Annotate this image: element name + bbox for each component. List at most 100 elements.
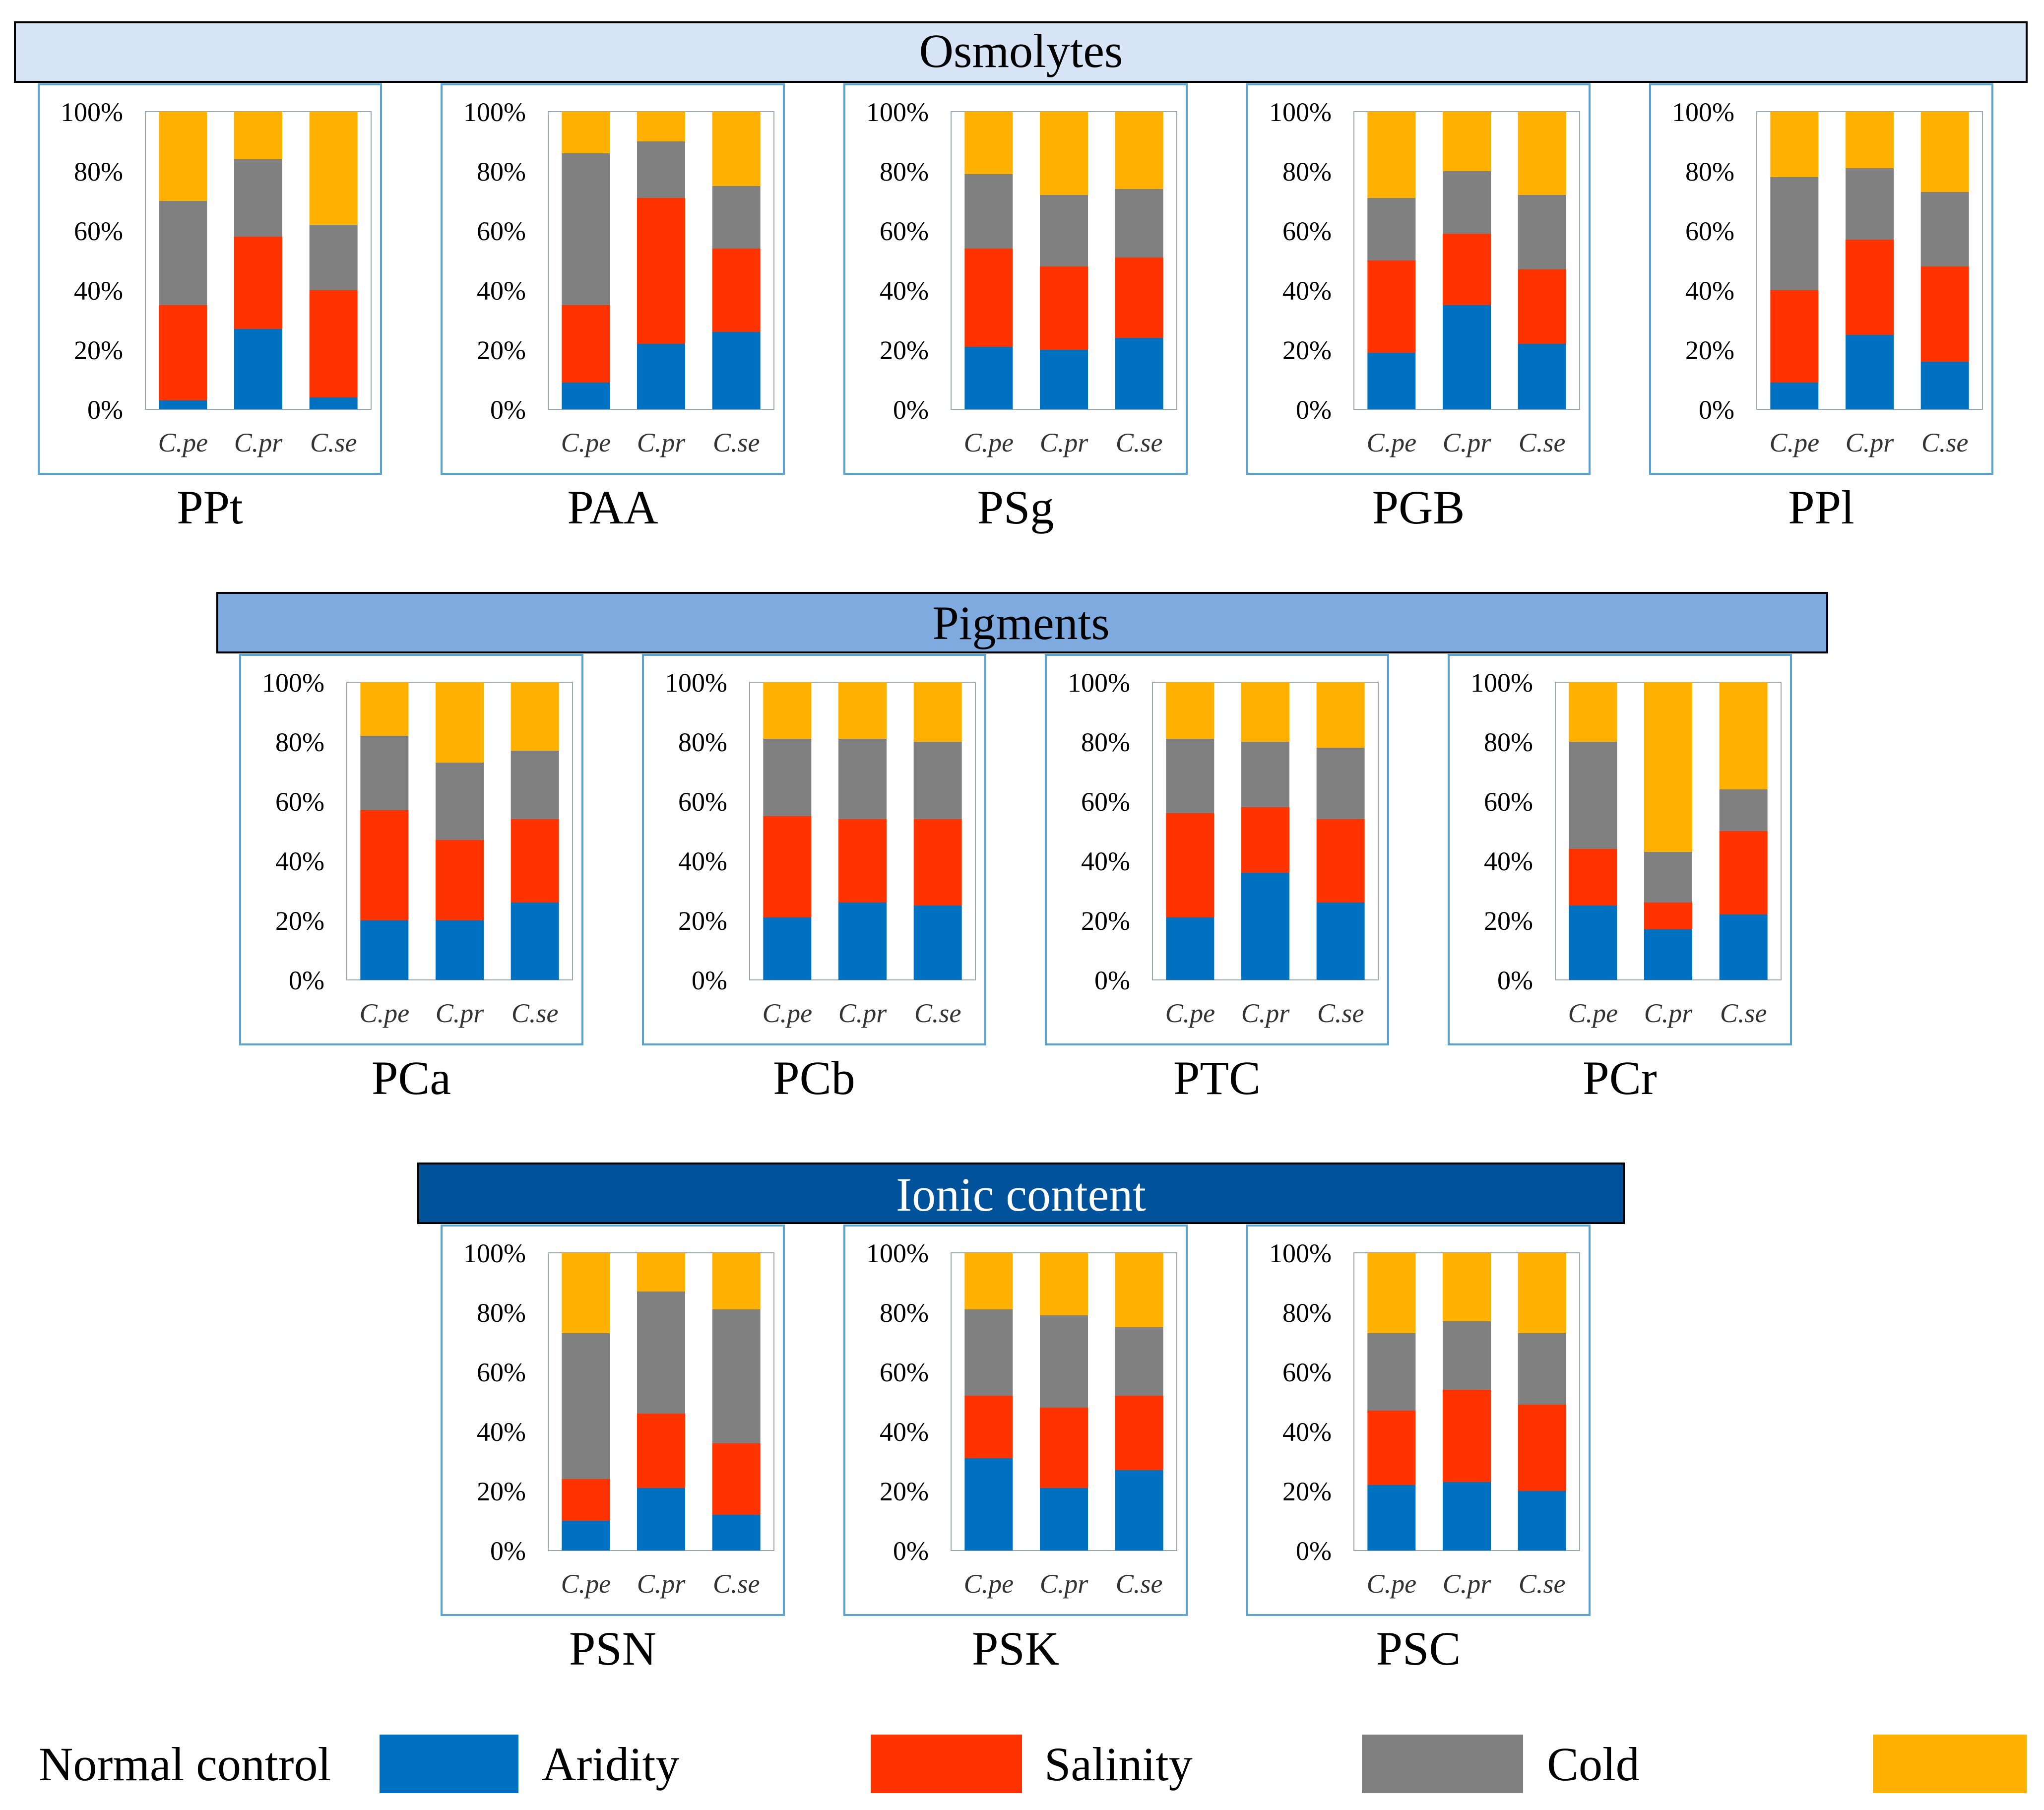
section-header-pigments: Pigments [216, 592, 1828, 653]
bar-psk-c-pe-normal-control [964, 1253, 1013, 1309]
chart-panel-psn [441, 1225, 785, 1616]
bar-pcr-c-pr-cold [1644, 852, 1692, 903]
bar-pca-c-se-normal-control [511, 682, 559, 751]
ytick-label-pcr-3: 60% [1484, 787, 1533, 817]
bar-psn-c-pe-salinity [562, 1479, 610, 1521]
xtick-label-psn-c-pe: C.pe [561, 1569, 611, 1599]
ytick-label-pgb-3: 60% [1282, 216, 1332, 246]
ytick-label-psg-2: 40% [880, 276, 929, 306]
bar-psk-c-se-cold [1115, 1327, 1163, 1396]
section-title-ionic: Ionic content [896, 1168, 1146, 1221]
xtick-label-paa-c-se: C.se [713, 428, 760, 457]
bar-pcr-c-pe-salinity [1569, 849, 1617, 905]
ytick-label-pgb-2: 40% [1282, 276, 1332, 306]
bar-pca-c-pe-aridity [360, 920, 409, 980]
ytick-label-pca-1: 20% [275, 906, 324, 936]
ytick-label-psk-5: 100% [866, 1238, 929, 1268]
bar-ppl-c-pr-normal-control [1846, 112, 1894, 168]
xtick-label-psg-c-pr: C.pr [1040, 428, 1089, 457]
legend-swatch-cold [1362, 1735, 1523, 1793]
ytick-label-pcb-2: 40% [678, 846, 727, 876]
bar-psc-c-pr-aridity [1443, 1482, 1491, 1551]
bar-pcb-c-se-normal-control [913, 682, 962, 742]
xtick-label-pca-c-pe: C.pe [360, 998, 410, 1028]
ytick-label-psn-0: 0% [490, 1536, 526, 1566]
bar-psg-c-pe-cold [964, 174, 1013, 249]
chart-title-psn: PSN [569, 1622, 656, 1675]
ytick-label-psk-2: 40% [880, 1417, 929, 1447]
xtick-label-psk-c-se: C.se [1116, 1569, 1163, 1599]
xtick-label-ppt-c-pr: C.pr [234, 428, 283, 457]
bar-pgb-c-pe-normal-control [1367, 112, 1416, 198]
bar-ppl-c-pe-aridity [1770, 383, 1819, 409]
bar-pgb-c-pr-cold [1443, 171, 1491, 234]
bar-psc-c-pr-normal-control [1443, 1253, 1491, 1321]
bar-psn-c-pe-normal-control [562, 1253, 610, 1333]
bar-ppt-c-pe-salinity [159, 305, 207, 400]
bar-pcb-c-pe-aridity [763, 917, 812, 980]
ytick-label-ppl-3: 60% [1685, 216, 1734, 246]
bar-psg-c-pr-cold [1040, 195, 1088, 266]
bar-ppt-c-pr-normal-control [234, 112, 282, 159]
ytick-label-psg-4: 80% [880, 157, 929, 187]
bar-psn-c-pr-cold [637, 1292, 685, 1414]
bar-pcb-c-pr-salinity [838, 819, 887, 903]
bar-pcr-c-pr-normal-control [1644, 682, 1692, 852]
bar-pcr-c-pe-aridity [1569, 905, 1617, 980]
bar-ppt-c-se-salinity [309, 290, 358, 397]
xtick-label-psk-c-pe: C.pe [964, 1569, 1014, 1599]
bar-pcb-c-pe-cold [763, 739, 812, 816]
bar-psk-c-pr-cold [1040, 1315, 1088, 1408]
bar-ppl-c-se-cold [1920, 192, 1969, 266]
chart-panel-pgb [1246, 83, 1591, 475]
ytick-label-pcr-2: 40% [1484, 846, 1533, 876]
section-title-pigments: Pigments [932, 596, 1109, 649]
ytick-label-psk-4: 80% [880, 1298, 929, 1328]
ytick-label-pgb-1: 20% [1282, 335, 1332, 365]
chart-panel-ppl [1649, 83, 1993, 475]
bar-psn-c-pr-salinity [637, 1414, 685, 1488]
bar-ptc-c-pe-aridity [1166, 917, 1214, 980]
xtick-label-pcr-c-pe: C.pe [1568, 998, 1618, 1028]
ytick-label-paa-4: 80% [477, 157, 526, 187]
section-band-ionic [417, 1163, 1625, 1224]
bar-pcb-c-pr-aridity [838, 903, 887, 980]
ytick-label-ptc-2: 40% [1081, 846, 1130, 876]
xtick-label-ptc-c-pe: C.pe [1165, 998, 1215, 1028]
ytick-label-ppt-0: 0% [87, 395, 123, 425]
bar-paa-c-pe-normal-control [562, 112, 610, 153]
legend-swatch-normal-control [1873, 1735, 2027, 1793]
bar-paa-c-pe-cold [562, 153, 610, 305]
section-band-pigments [216, 592, 1828, 653]
bar-ptc-c-pr-normal-control [1241, 682, 1289, 742]
ytick-label-pcr-1: 20% [1484, 906, 1533, 936]
xtick-label-pca-c-pr: C.pr [436, 998, 485, 1028]
chart-title-psg: PSg [977, 481, 1054, 534]
bar-ptc-c-pe-normal-control [1166, 682, 1214, 739]
bar-psg-c-se-aridity [1115, 338, 1163, 409]
ytick-label-pgb-4: 80% [1282, 157, 1332, 187]
xtick-label-pgb-c-pe: C.pe [1367, 428, 1417, 457]
ytick-label-ppl-5: 100% [1672, 97, 1734, 127]
section-band-osmolytes [14, 21, 2028, 83]
chart-title-psk: PSK [972, 1622, 1059, 1675]
bar-pcb-c-pe-normal-control [763, 682, 812, 739]
legend-label-cold: Cold [1547, 1738, 1640, 1791]
bar-pgb-c-pr-aridity [1443, 305, 1491, 409]
bar-pca-c-pr-salinity [436, 840, 484, 920]
xtick-label-ppt-c-se: C.se [310, 428, 357, 457]
ytick-label-ppl-4: 80% [1685, 157, 1734, 187]
ytick-label-ppl-0: 0% [1699, 395, 1734, 425]
xtick-label-psn-c-pr: C.pr [637, 1569, 686, 1599]
xtick-label-pcb-c-pr: C.pr [838, 998, 888, 1028]
bar-pgb-c-pr-normal-control [1443, 112, 1491, 171]
bar-psc-c-se-salinity [1518, 1405, 1566, 1491]
bar-pca-c-pr-aridity [436, 920, 484, 980]
bar-ppt-c-se-cold [309, 225, 358, 290]
ytick-label-pcr-5: 100% [1470, 668, 1533, 698]
ytick-label-psc-5: 100% [1269, 1238, 1332, 1268]
chart-title-ptc: PTC [1173, 1051, 1261, 1104]
chart-title-pca: PCa [372, 1051, 451, 1104]
ytick-label-pcb-5: 100% [665, 668, 727, 698]
bar-psg-c-pe-aridity [964, 347, 1013, 409]
